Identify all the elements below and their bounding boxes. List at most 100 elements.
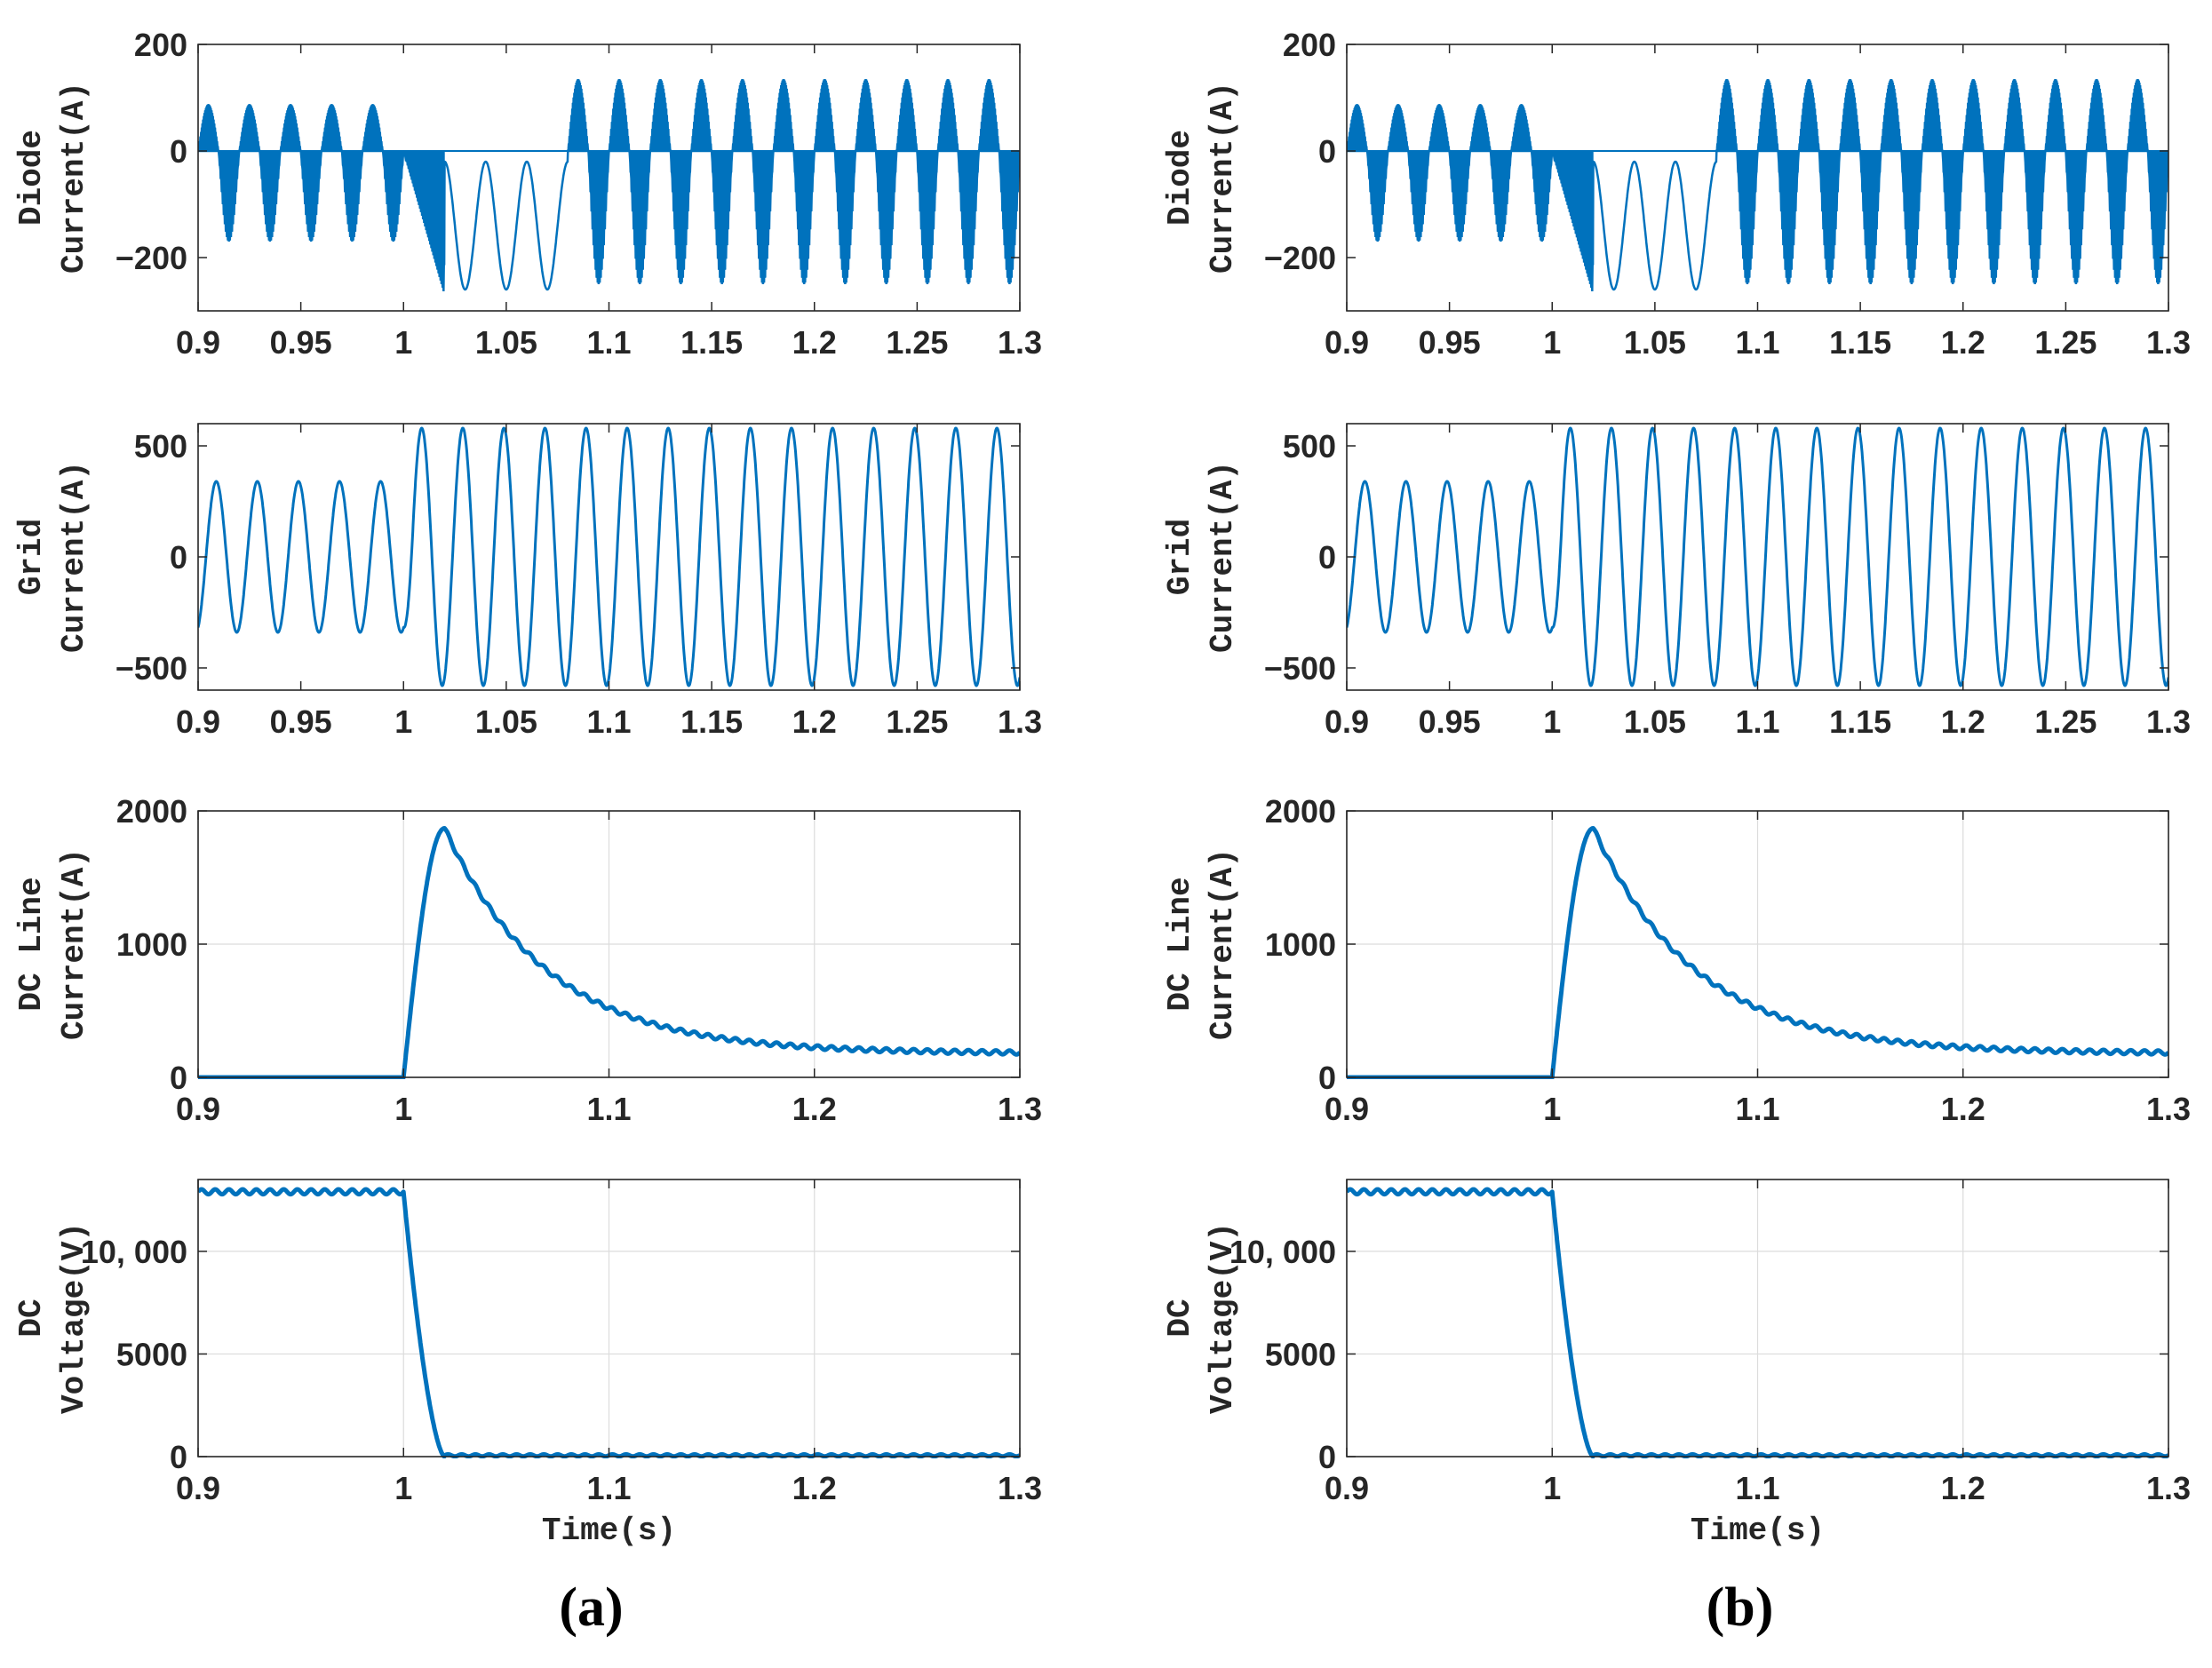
- x-tick-label: 1.15: [1829, 324, 1891, 361]
- y-tick-label: 500: [134, 428, 187, 465]
- y-tick-label: 0: [170, 539, 187, 576]
- x-tick-label: 1.25: [886, 703, 948, 740]
- x-axis-label-a: Time(s): [542, 1513, 676, 1549]
- y-tick-label: 0: [1318, 1439, 1336, 1475]
- panel-a-dcvolt: 0.9 1 1.1 1.2 1.3 0 5000 10, 000 DC Voltage(V): [13, 1179, 1042, 1506]
- series-grid: [1347, 426, 2168, 687]
- caption-a: (a): [559, 1577, 623, 1638]
- y-tick-label: 200: [134, 27, 187, 63]
- y-axis-label-line-2: Current(A): [56, 82, 92, 274]
- x-tick-label: 1.2: [1941, 703, 1985, 740]
- x-tick-label: 1.2: [792, 1091, 837, 1127]
- x-tick-label: 1: [394, 703, 412, 740]
- x-tick-label: 1.2: [1941, 1091, 1985, 1127]
- x-tick-label: 0.9: [176, 1470, 220, 1506]
- x-tick-label: 0.9: [176, 324, 220, 361]
- plot-area: [198, 424, 1020, 690]
- y-tick-label: 0: [1318, 539, 1336, 576]
- y-tick-label: −500: [1264, 650, 1336, 687]
- panel-a-grid: 0.9 0.95 1 1.05 1.1 1.15 1.2 1.25 1.3 −500 0 500 Gri…: [13, 423, 1042, 740]
- x-tick-label: 0.9: [176, 703, 220, 740]
- x-tick-label: 1: [1543, 1470, 1561, 1506]
- y-tick-label: −200: [115, 240, 187, 276]
- plot-area: [1347, 424, 2168, 690]
- y-axis-label-line-2: Current(A): [1205, 82, 1241, 274]
- y-tick-label: 500: [1283, 428, 1336, 465]
- y-axis-label-line-1: Diode: [1162, 130, 1198, 226]
- x-tick-label: 1.3: [2146, 703, 2191, 740]
- y-tick-label: 0: [170, 133, 187, 170]
- x-tick-label: 1.1: [586, 1091, 631, 1127]
- series-diode-current-fill: [1347, 79, 2168, 291]
- y-tick-label: −200: [1264, 240, 1336, 276]
- x-tick-label: 1: [1543, 324, 1561, 361]
- x-tick-label: 1.15: [680, 324, 743, 361]
- y-tick-label: 0: [1318, 133, 1336, 170]
- x-tick-label: 1.1: [1735, 324, 1779, 361]
- y-axis-label-line-2: Voltage(V): [1205, 1222, 1241, 1414]
- x-tick-label: 1.1: [1735, 703, 1779, 740]
- y-axis-label-line-1: Grid: [1162, 519, 1198, 595]
- x-tick-label: 1.1: [586, 1470, 631, 1506]
- y-axis-label-line-1: DC: [1162, 1299, 1198, 1337]
- x-tick-label: 1.1: [1735, 1091, 1779, 1127]
- y-tick-label: 0: [170, 1060, 187, 1096]
- y-tick-label: 5000: [116, 1336, 187, 1372]
- y-axis-label-line-2: Current(A): [56, 461, 92, 653]
- x-tick-label: 1.05: [1624, 324, 1686, 361]
- series-diode-current-neg: [198, 149, 1020, 292]
- x-tick-label: 1.2: [1941, 1470, 1985, 1506]
- x-tick-label: 0.95: [1419, 703, 1481, 740]
- y-tick-label: 2000: [1265, 793, 1336, 830]
- x-tick-label: 1.1: [586, 703, 631, 740]
- x-tick-label: 1.3: [2146, 324, 2191, 361]
- x-tick-label: 1.3: [998, 1470, 1042, 1506]
- x-tick-label: 1.15: [1829, 703, 1891, 740]
- y-axis-label-line-1: DC: [13, 1299, 50, 1337]
- y-tick-label: 2000: [116, 793, 187, 830]
- x-tick-label: 1.2: [792, 1470, 837, 1506]
- panel-a-diode: 0.9 0.95 1 1.05 1.1 1.15 1.2 1.25 1.3 −200 0 200 Dio…: [13, 27, 1042, 361]
- x-tick-label: 1.3: [2146, 1091, 2191, 1127]
- x-tick-label: 0.9: [1325, 1091, 1369, 1127]
- x-tick-label: 0.9: [1325, 324, 1369, 361]
- x-tick-label: 0.9: [1325, 1470, 1369, 1506]
- y-axis-label-line-2: Current(A): [1205, 461, 1241, 653]
- y-tick-label: 10, 000: [1229, 1234, 1336, 1270]
- x-tick-label: 1.1: [586, 324, 631, 361]
- x-tick-label: 1: [1543, 703, 1561, 740]
- x-tick-label: 1.2: [1941, 324, 1985, 361]
- y-axis-label-line-1: Diode: [13, 130, 50, 226]
- y-axis-label-line-1: DC Line: [13, 877, 50, 1011]
- panel-b-grid: 0.9 0.95 1 1.05 1.1 1.15 1.2 1.25 1.3 −500 0 500 Gri…: [1162, 423, 2191, 740]
- x-tick-label: 0.9: [176, 1091, 220, 1127]
- series-diode-current-fill: [198, 79, 1020, 291]
- series-grid: [198, 426, 1020, 687]
- y-tick-label: 0: [170, 1439, 187, 1475]
- x-tick-label: 1.2: [792, 703, 837, 740]
- x-tick-label: 1.05: [1624, 703, 1686, 740]
- panel-b-diode: 0.9 0.95 1 1.05 1.1 1.15 1.2 1.25 1.3 −200 0 200 Dio…: [1162, 27, 2191, 361]
- x-tick-label: 1.3: [998, 324, 1042, 361]
- x-tick-label: 0.95: [270, 703, 332, 740]
- x-tick-label: 1: [394, 1091, 412, 1127]
- y-axis-label-line-2: Current(A): [56, 848, 92, 1040]
- y-tick-label: 10, 000: [81, 1234, 187, 1270]
- series-diode-current-neg: [1347, 149, 2168, 292]
- x-tick-label: 1.1: [1735, 1470, 1779, 1506]
- y-axis-label-line-1: DC Line: [1162, 877, 1198, 1011]
- y-axis-label-line-2: Current(A): [1205, 848, 1241, 1040]
- x-tick-label: 1.25: [2034, 703, 2097, 740]
- plot-area: [198, 44, 1020, 311]
- x-tick-label: 0.9: [1325, 703, 1369, 740]
- y-tick-label: 1000: [1265, 926, 1336, 963]
- x-tick-label: 1.05: [475, 324, 537, 361]
- x-tick-label: 1.15: [680, 703, 743, 740]
- x-tick-label: 1.3: [998, 1091, 1042, 1127]
- x-tick-label: 1.3: [998, 703, 1042, 740]
- x-tick-label: 1: [394, 1470, 412, 1506]
- y-tick-label: 1000: [116, 926, 187, 963]
- y-axis-label-line-2: Voltage(V): [56, 1222, 92, 1414]
- y-tick-label: 200: [1283, 27, 1336, 63]
